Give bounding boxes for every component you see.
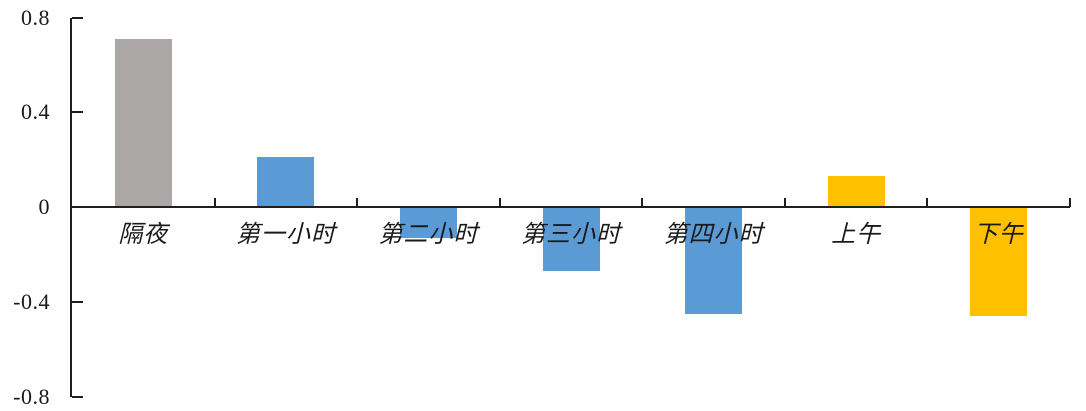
bar-5 (685, 207, 743, 314)
y-axis-tick (72, 206, 83, 208)
x-category-label: 第四小时 (663, 222, 764, 248)
x-axis-tick (641, 198, 644, 207)
y-axis-tick (72, 300, 83, 303)
x-axis-tick (498, 198, 501, 207)
x-category-label: 第三小时 (520, 222, 621, 248)
y-axis-tick-label: 0.8 (21, 4, 50, 30)
y-axis-tick-label: -0.8 (13, 383, 50, 409)
x-category-label: 下午 (973, 222, 1024, 248)
y-axis-tick-label: -0.4 (13, 288, 50, 314)
x-axis-line (70, 206, 1070, 208)
y-axis-tick (72, 395, 83, 398)
y-axis-tick-label: 0.4 (21, 99, 50, 125)
x-category-label: 隔夜 (118, 222, 169, 248)
bar-7 (970, 207, 1028, 316)
x-axis-tick (783, 198, 786, 207)
x-category-label: 第二小时 (378, 222, 479, 248)
bar-2 (257, 157, 315, 207)
bar-6 (827, 176, 885, 207)
x-category-label: 上午 (831, 222, 882, 248)
bar-3 (399, 207, 457, 238)
x-category-label: 第一小时 (235, 222, 336, 248)
y-axis-tick-label: 0 (38, 194, 50, 219)
bar-4 (542, 207, 600, 271)
x-axis-tick (926, 198, 929, 207)
y-axis-tick (72, 16, 83, 19)
x-axis-tick (213, 198, 216, 207)
bar-1 (114, 38, 172, 207)
x-axis-tick (1069, 198, 1071, 207)
y-axis-tick (72, 111, 83, 114)
x-axis-tick (356, 198, 359, 207)
